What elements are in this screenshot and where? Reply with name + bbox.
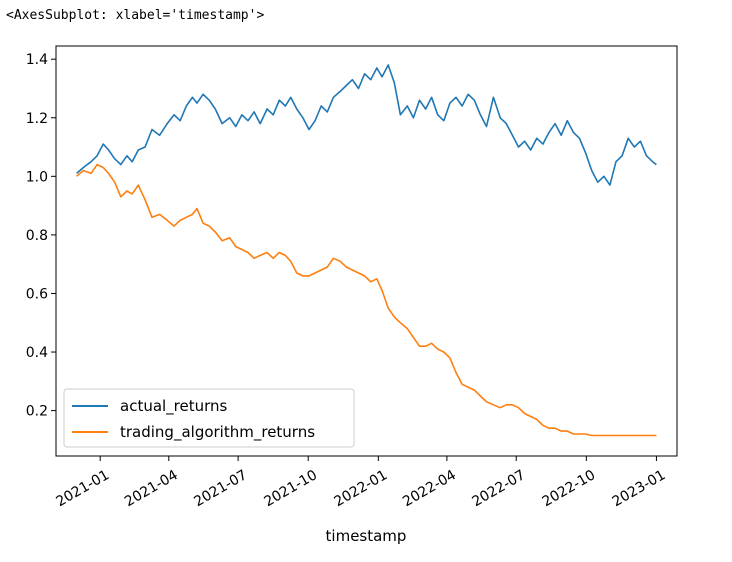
series-line-trading-algorithm-returns xyxy=(76,163,657,437)
x-tick-label: 2022-07 xyxy=(469,467,528,510)
legend: actual_returns trading_algorithm_returns xyxy=(63,388,355,448)
y-tick-label: 1.4 xyxy=(26,52,48,68)
plot-frame xyxy=(55,45,678,457)
y-tick-label: 0.6 xyxy=(26,286,48,302)
x-tick-label: 2023-01 xyxy=(610,467,669,510)
y-tick-label: 0.8 xyxy=(26,228,48,244)
legend-label-trading-algorithm-returns: trading_algorithm_returns xyxy=(120,423,315,442)
x-tick-label: 2022-10 xyxy=(540,467,599,510)
series-line-actual-returns xyxy=(76,64,657,186)
y-tick-label: 1.2 xyxy=(26,111,48,127)
x-axis-label: timestamp xyxy=(326,527,407,545)
y-tick-label: 0.4 xyxy=(26,345,48,361)
x-axis: 2021-01 2021-04 2021-07 2021-10 2022-01 2022-… xyxy=(53,456,668,510)
x-tick-label: 2021-10 xyxy=(261,467,320,510)
x-tick-label: 2022-01 xyxy=(332,467,391,510)
x-tick-label: 2021-01 xyxy=(53,467,112,510)
plot-area xyxy=(55,45,678,457)
y-tick-label: 0.2 xyxy=(26,404,48,420)
y-axis: 0.2 0.4 0.6 0.8 1.0 1.2 1.4 xyxy=(26,52,56,420)
x-tick-label: 2021-04 xyxy=(122,467,181,510)
y-tick-label: 1.0 xyxy=(26,169,48,185)
legend-box xyxy=(63,388,355,448)
output-repr-text: <AxesSubplot: xlabel='timestamp'> xyxy=(6,8,265,23)
legend-label-actual-returns: actual_returns xyxy=(120,397,228,416)
x-tick-label: 2021-07 xyxy=(191,467,250,510)
x-tick-label: 2022-04 xyxy=(400,467,459,510)
